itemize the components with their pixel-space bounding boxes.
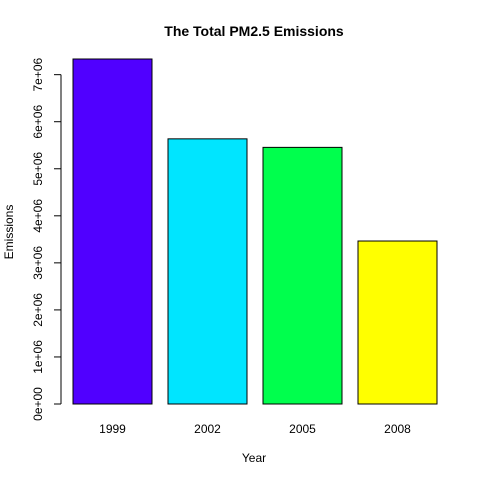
bar-2005 [262,146,343,405]
chart-title: The Total PM2.5 Emissions [164,23,344,39]
y-tick-label: 3e+06 [31,246,45,280]
y-tick-label: 0e+00 [31,387,45,421]
x-tick-label-2005: 2005 [289,422,316,436]
bar-1999 [72,58,153,405]
y-tick-label: 1e+06 [31,340,45,374]
y-tick-label: 4e+06 [31,199,45,233]
bars-group [72,58,438,405]
x-tick-labels: 1999 2002 2005 2008 [99,422,411,436]
y-tick-label: 7e+06 [31,57,45,91]
bar-2002 [167,138,248,405]
x-tick-label-2002: 2002 [194,422,221,436]
x-tick-label-1999: 1999 [99,422,126,436]
y-tick-label: 6e+06 [31,105,45,139]
y-tick-label: 2e+06 [31,293,45,327]
bar-2008 [357,240,438,405]
y-axis: 0e+00 1e+06 2e+06 3e+06 4e+06 5e+06 6e+06 7e+06 [31,57,62,421]
y-axis-label: Emissions [2,205,16,260]
x-tick-label-2008: 2008 [384,422,411,436]
x-axis-label: Year [242,451,266,465]
y-tick-label: 5e+06 [31,152,45,186]
